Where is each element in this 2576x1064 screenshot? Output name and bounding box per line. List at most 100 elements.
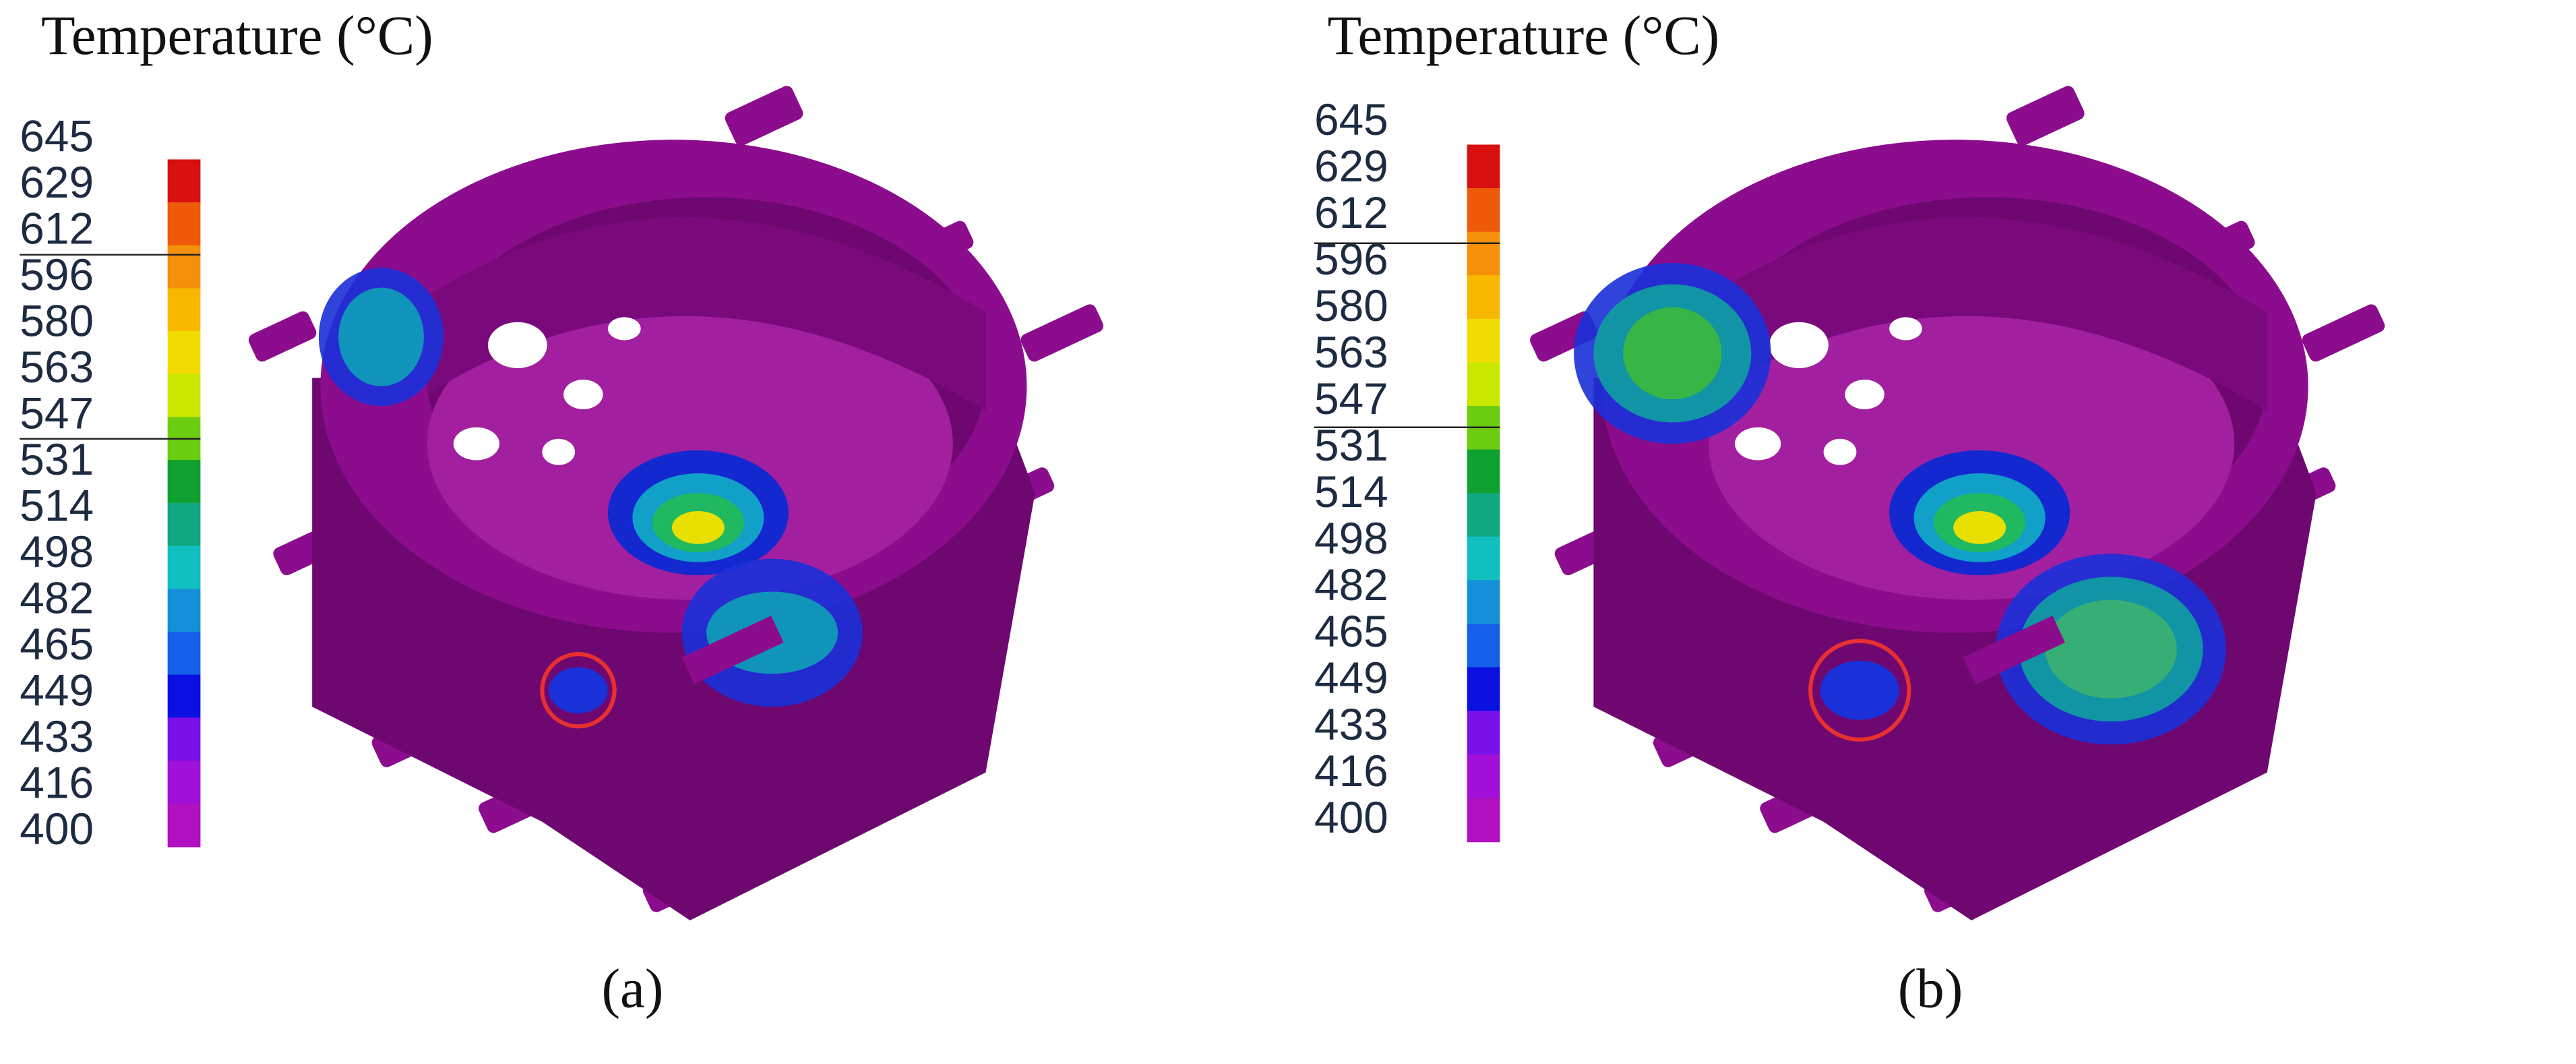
color-band (1467, 711, 1500, 756)
lug (1020, 304, 1104, 362)
color-band (1467, 493, 1500, 538)
scale-label: 433 (20, 711, 94, 761)
scale-label: 449 (1314, 653, 1388, 703)
color-band (167, 159, 201, 204)
color-band (1467, 798, 1500, 843)
scale-label: 629 (20, 157, 94, 207)
scale-label: 498 (20, 527, 94, 577)
hole (1769, 322, 1829, 368)
floor (427, 287, 953, 600)
scale-label: 596 (20, 249, 94, 299)
defect-spot (549, 667, 608, 713)
hole (607, 317, 641, 341)
lug (248, 311, 317, 362)
hole (563, 380, 603, 409)
lug (725, 86, 803, 146)
scale-label: 465 (1314, 606, 1388, 656)
color-band (1467, 449, 1500, 494)
caption: (a) (601, 957, 663, 1019)
scale-label: 580 (1314, 280, 1388, 330)
scale-label: 482 (20, 572, 94, 622)
color-band (1467, 667, 1500, 712)
hole (542, 438, 576, 465)
scale-label: 449 (20, 665, 94, 715)
defect-marker (540, 652, 617, 729)
scale-label: 482 (1314, 560, 1388, 610)
wall (427, 217, 986, 411)
color-band (167, 760, 201, 804)
hole (487, 322, 547, 368)
color-band (167, 460, 201, 504)
legend-title: Temperature (°C) (1327, 4, 1719, 66)
floor (1708, 287, 2234, 600)
hole (1889, 317, 1922, 341)
lug (2302, 304, 2385, 362)
color-band (167, 803, 201, 848)
color-band (1467, 580, 1500, 625)
riser (681, 616, 784, 684)
caption: (b) (1898, 957, 1963, 1019)
lug (2006, 86, 2085, 146)
color-band (1467, 188, 1500, 233)
hole (1823, 438, 1857, 465)
scale-label: 400 (20, 804, 94, 854)
color-band (1467, 275, 1500, 320)
scale-label: 612 (1314, 187, 1388, 237)
scale-label: 514 (1314, 467, 1388, 516)
scale-label: 400 (1314, 792, 1388, 842)
scale-label: 465 (20, 619, 94, 669)
color-band (167, 374, 201, 418)
side-spot (1623, 307, 1722, 400)
wall (1708, 217, 2267, 411)
side-spot (338, 287, 424, 386)
panel: Temperature (°C) 645629612596580563547531… (1314, 4, 2385, 1019)
color-band (167, 202, 201, 247)
riser (1963, 616, 2065, 684)
scale-label: 563 (20, 342, 94, 392)
scale-label: 531 (20, 434, 94, 484)
color-band (167, 331, 201, 376)
color-band (1467, 362, 1500, 407)
color-band (167, 502, 201, 547)
hole (1734, 427, 1781, 461)
color-band (1467, 624, 1500, 668)
color-band (167, 589, 201, 633)
panel: Temperature (°C) 645629612596580563547531… (20, 4, 1104, 1019)
color-band (167, 674, 201, 719)
scale-label: 629 (1314, 141, 1388, 191)
scale-label: 645 (20, 111, 94, 161)
hole (1845, 380, 1884, 409)
scale-label: 563 (1314, 327, 1388, 377)
color-band (167, 717, 201, 762)
side-spot (2045, 599, 2177, 699)
scale-label: 547 (1314, 374, 1388, 423)
defect-spot (1820, 660, 1899, 720)
scale-label: 645 (1314, 94, 1388, 144)
color-band (167, 288, 201, 332)
hot-spot (1953, 511, 2006, 544)
color-band (1467, 318, 1500, 363)
color-band (1467, 536, 1500, 581)
scale-label: 596 (1314, 234, 1388, 284)
scale-label: 416 (20, 757, 94, 807)
scale-label: 433 (1314, 699, 1388, 749)
hole (453, 427, 500, 461)
scale-label: 498 (1314, 513, 1388, 563)
scale-label: 416 (1314, 746, 1388, 796)
defect-marker (1808, 639, 1911, 742)
legend-title: Temperature (°C) (41, 4, 433, 66)
color-band (167, 631, 201, 676)
scale-label: 580 (20, 296, 94, 346)
color-band (167, 245, 201, 289)
color-band (167, 545, 201, 590)
scale-label: 612 (20, 204, 94, 254)
color-band (1467, 144, 1500, 189)
scale-label: 531 (1314, 420, 1388, 470)
hot-spot (671, 511, 725, 544)
color-band (1467, 754, 1500, 799)
scale-label: 547 (20, 388, 94, 438)
scale-label: 514 (20, 481, 94, 531)
color-band (1467, 231, 1500, 276)
